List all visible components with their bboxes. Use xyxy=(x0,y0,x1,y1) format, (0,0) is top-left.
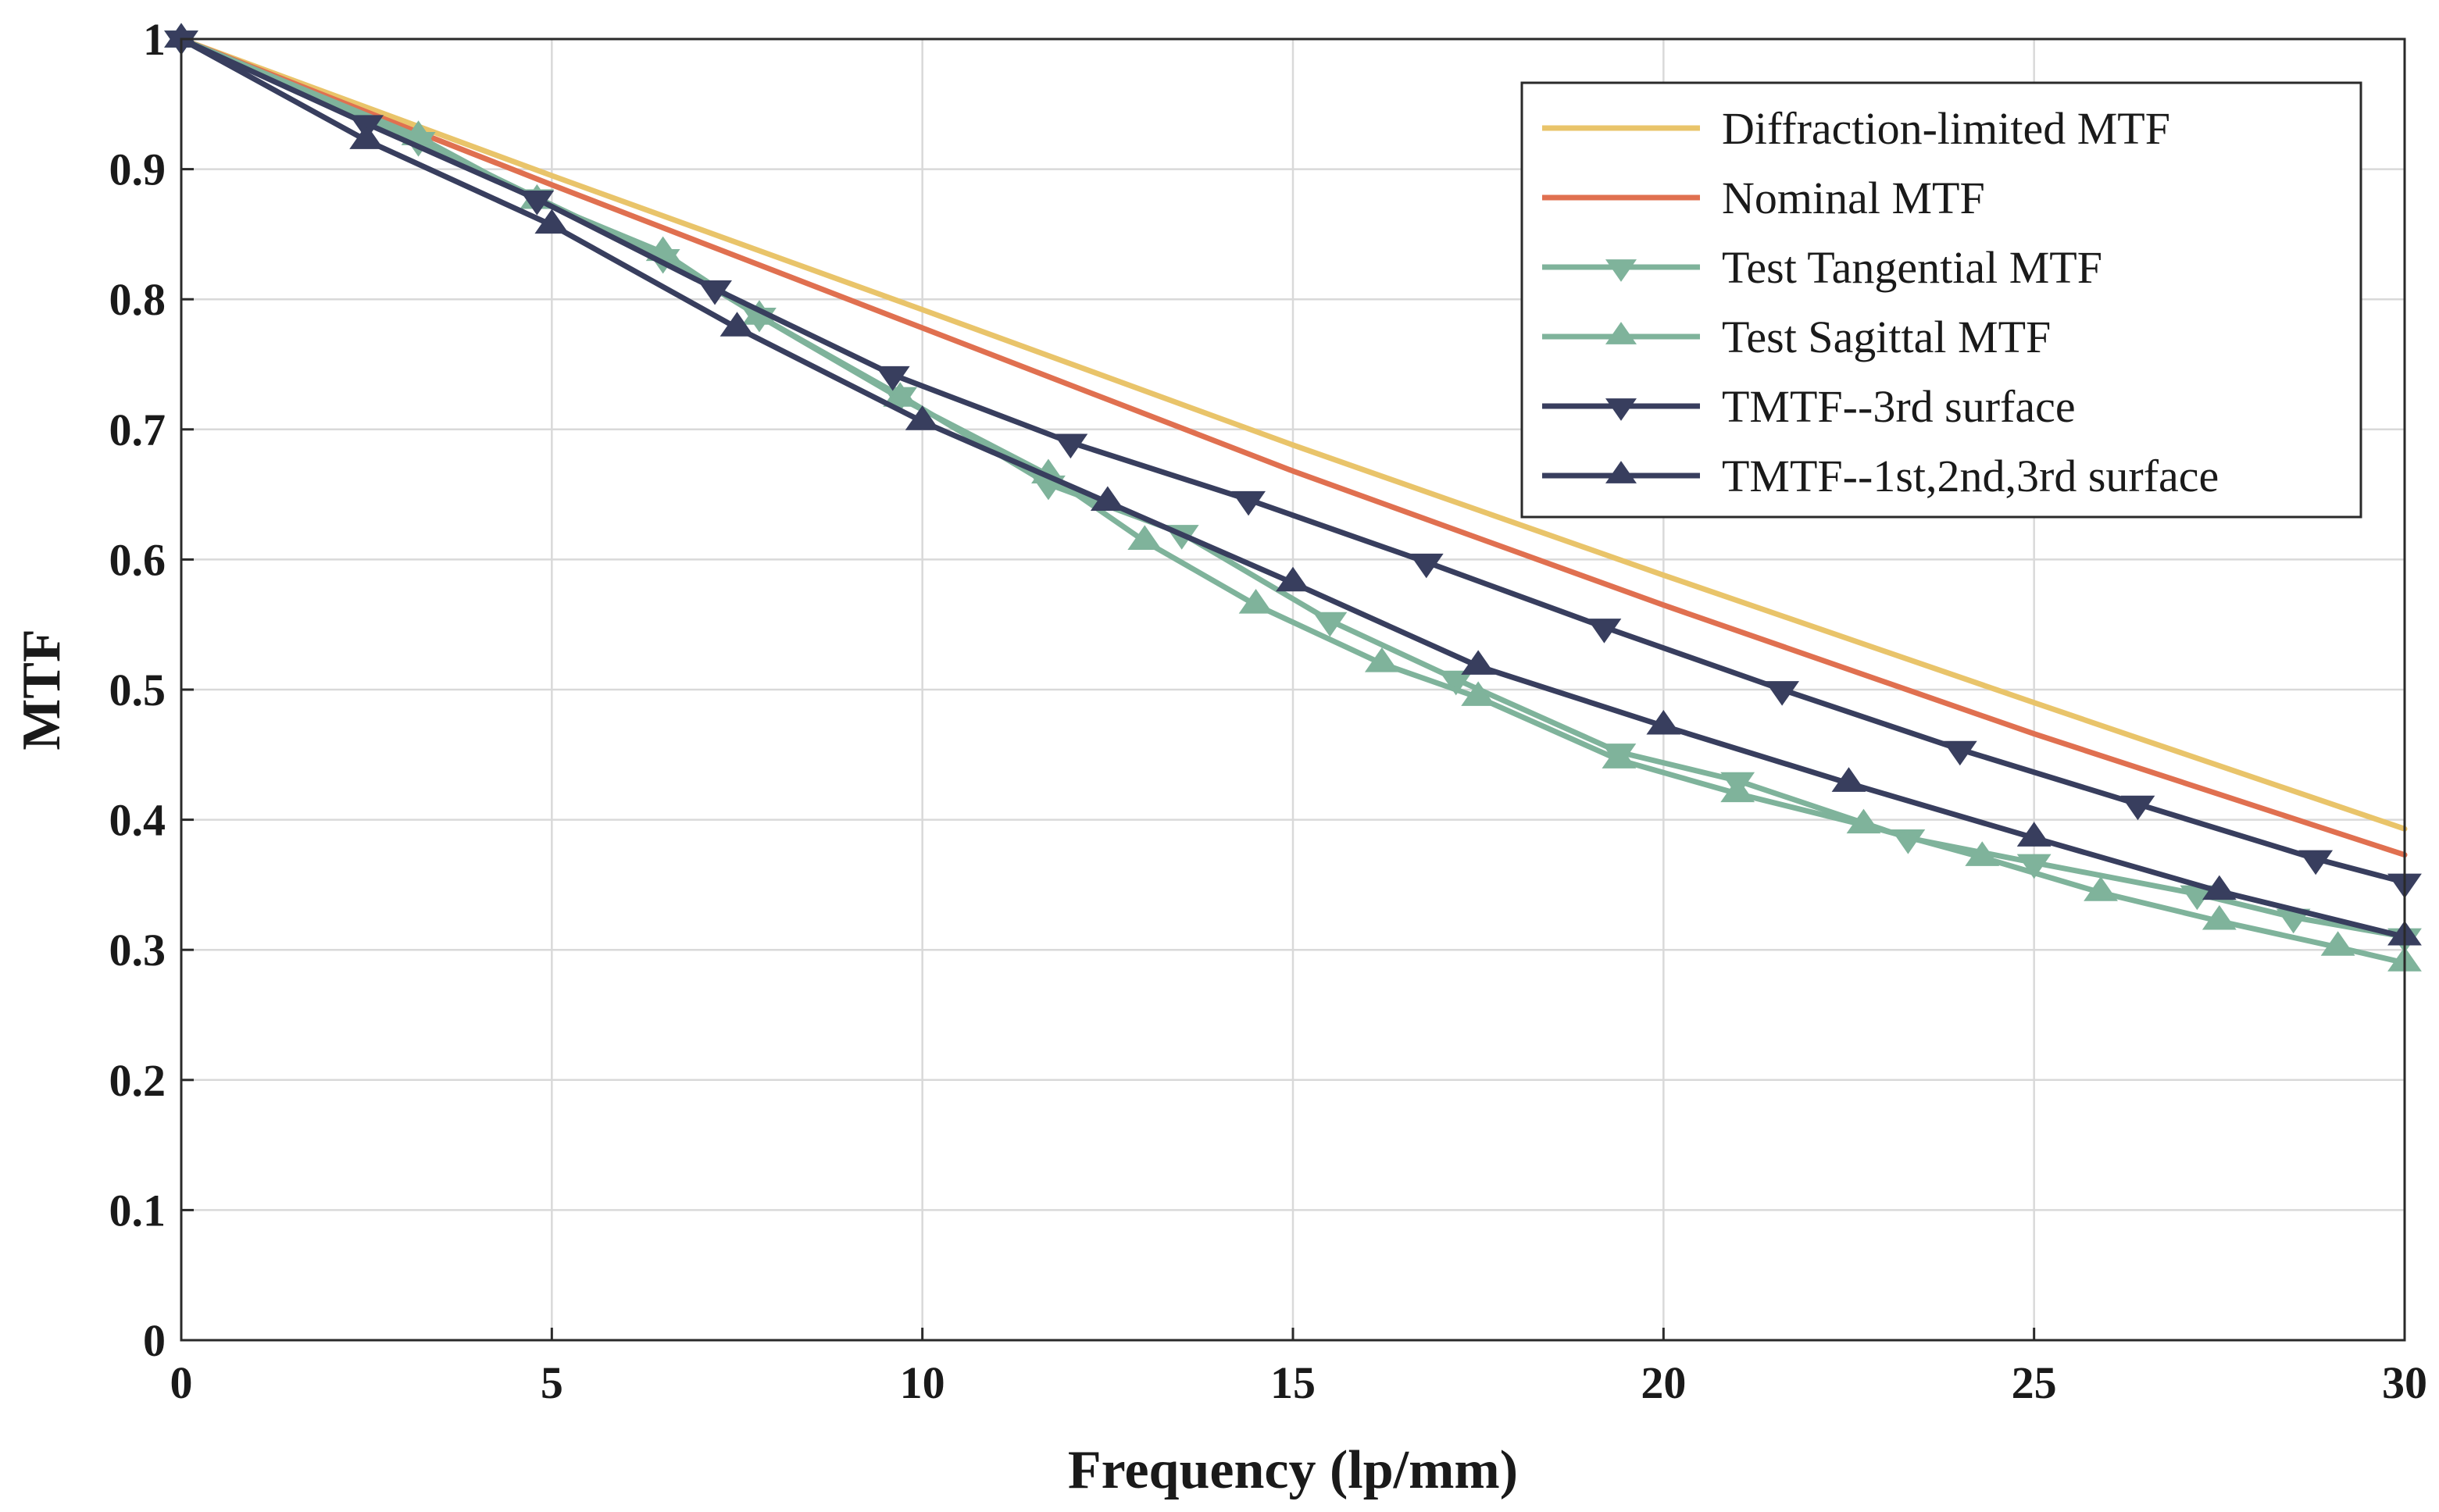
series-line xyxy=(178,36,2408,858)
x-axis-title: Frequency (lp/mm) xyxy=(1068,1440,1518,1500)
x-tick-label: 20 xyxy=(1641,1357,1686,1408)
x-tick-label: 15 xyxy=(1270,1357,1316,1408)
data-point-marker xyxy=(2298,850,2334,875)
legend-item: Test Tangential MTF xyxy=(1542,242,2102,293)
data-point-marker xyxy=(2320,931,2355,956)
data-point-marker xyxy=(2120,795,2155,821)
data-point-marker xyxy=(1720,777,1755,803)
data-point-marker xyxy=(875,366,910,391)
legend-label: TMTF--1st,2nd,3rd surface xyxy=(1722,451,2219,501)
data-point-marker xyxy=(1231,490,1266,516)
y-tick-label: 0 xyxy=(143,1315,166,1366)
x-tick-label: 25 xyxy=(2012,1357,2057,1408)
data-point-marker xyxy=(1602,744,1637,768)
y-tick-label: 0.6 xyxy=(109,534,166,585)
data-point-marker xyxy=(520,191,555,216)
data-point-marker xyxy=(698,280,732,305)
data-point-marker xyxy=(1127,525,1162,550)
series-4 xyxy=(164,30,2422,899)
data-point-marker xyxy=(1409,553,1444,579)
series-0 xyxy=(178,36,2408,832)
data-point-marker xyxy=(1053,433,1088,459)
legend-item: TMTF--3rd surface xyxy=(1542,381,2076,432)
legend-item: Nominal MTF xyxy=(1542,173,1985,223)
legend-marker xyxy=(1605,322,1637,344)
y-tick-label: 0.5 xyxy=(109,665,166,715)
data-point-marker xyxy=(1831,767,1866,792)
x-tick-label: 30 xyxy=(2382,1357,2427,1408)
axis-ticks: 0 5 10 15 20 25 30 0 0.1 0.2 0.3 0.4 0.5 0.6 0.7 0.8 0.9… xyxy=(109,14,2428,1408)
data-point-marker xyxy=(1942,740,1977,766)
series-5 xyxy=(164,23,2422,946)
data-point-marker xyxy=(1846,808,1881,834)
series-1 xyxy=(178,36,2408,858)
data-point-marker xyxy=(2202,875,2237,900)
legend-label: Nominal MTF xyxy=(1722,173,1985,223)
data-point-marker xyxy=(1276,566,1310,592)
data-point-marker xyxy=(720,312,755,337)
legend-label: Diffraction-limited MTF xyxy=(1722,103,2170,154)
legend-item: Test Sagittal MTF xyxy=(1542,312,2051,362)
data-point-marker xyxy=(1312,612,1348,637)
legend-box xyxy=(1520,81,2362,519)
data-point-marker xyxy=(883,382,918,407)
data-point-marker xyxy=(2016,854,2052,879)
data-point-marker xyxy=(2202,904,2237,930)
data-point-marker xyxy=(2016,822,2052,847)
data-point-marker xyxy=(1965,841,2000,866)
legend: Diffraction-limited MTF Nominal MTF Test T… xyxy=(1520,81,2362,519)
data-point-marker xyxy=(1238,589,1273,614)
y-tick-label: 0.1 xyxy=(109,1185,166,1236)
data-point-marker xyxy=(1461,650,1496,675)
x-tick-label: 5 xyxy=(541,1357,563,1408)
data-point-marker xyxy=(905,405,940,430)
y-tick-label: 0.4 xyxy=(109,795,166,846)
legend-marker xyxy=(1605,461,1637,483)
y-tick-label: 0.2 xyxy=(109,1055,166,1106)
y-tick-label: 1 xyxy=(143,14,166,65)
y-tick-label: 0.3 xyxy=(109,925,166,975)
data-point-marker xyxy=(1364,647,1399,672)
series-line xyxy=(178,36,2408,832)
data-point-marker xyxy=(1438,670,1473,696)
data-point-marker xyxy=(1646,709,1681,735)
legend-item: TMTF--1st,2nd,3rd surface xyxy=(1542,451,2219,501)
y-tick-label: 0.7 xyxy=(109,405,166,455)
data-point-marker xyxy=(1765,681,1800,706)
legend-item: Diffraction-limited MTF xyxy=(1542,103,2170,154)
series-line xyxy=(178,36,2408,886)
legend-marker xyxy=(1605,259,1637,282)
legend-label: Test Tangential MTF xyxy=(1722,242,2102,293)
series-lines xyxy=(164,23,2422,972)
legend-marker xyxy=(1605,398,1637,421)
data-point-marker xyxy=(534,209,570,234)
x-tick-label: 0 xyxy=(170,1357,193,1408)
data-point-marker xyxy=(2084,876,2118,901)
data-point-marker xyxy=(349,124,384,149)
data-point-marker xyxy=(1090,486,1125,511)
x-tick-label: 10 xyxy=(900,1357,945,1408)
data-point-marker xyxy=(1587,619,1622,644)
y-axis-title: MTF xyxy=(12,629,72,751)
y-tick-label: 0.9 xyxy=(109,144,166,195)
legend-label: TMTF--3rd surface xyxy=(1722,381,2076,432)
legend-label: Test Sagittal MTF xyxy=(1722,312,2051,362)
data-point-marker xyxy=(1461,681,1496,706)
y-tick-label: 0.8 xyxy=(109,274,166,325)
